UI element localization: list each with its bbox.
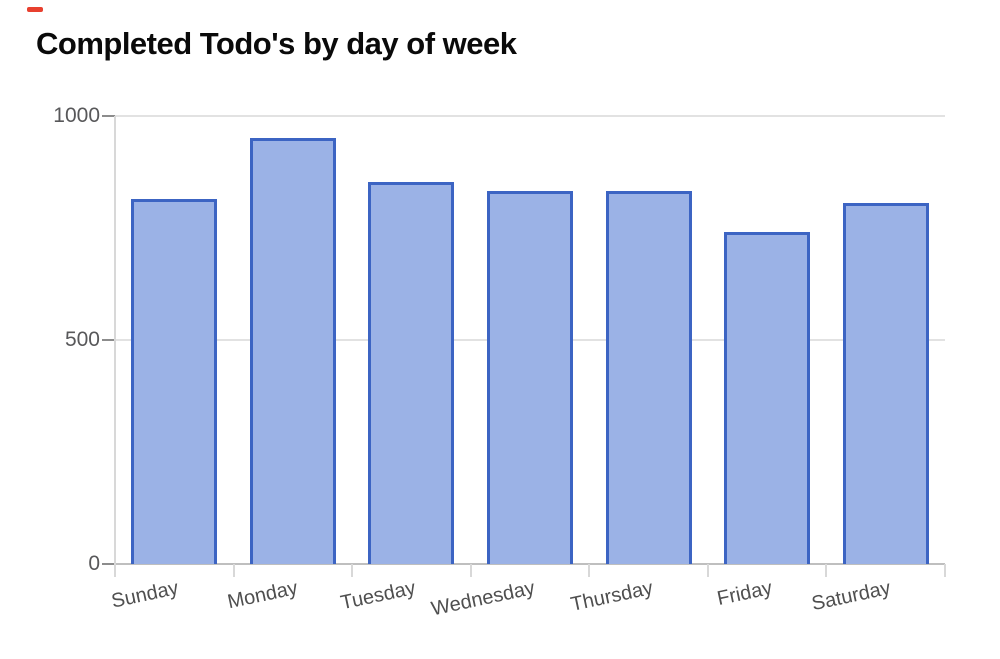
gridline-1000 [115, 115, 945, 117]
y-axis-tick-500 [102, 339, 115, 341]
x-axis-tick [944, 564, 946, 577]
bar-thursday [605, 190, 692, 564]
gridline-0 [115, 563, 945, 565]
y-axis-label-0: 0 [88, 552, 100, 575]
x-axis-label-tuesday: Tuesday [339, 577, 419, 615]
bar-saturday [842, 202, 929, 564]
chart-title: Completed Todo's by day of week [36, 26, 517, 61]
x-axis-tick [706, 564, 709, 577]
bar-friday [724, 232, 811, 564]
y-axis-label-1000: 1000 [53, 104, 100, 127]
red-mark [27, 7, 43, 12]
x-axis-label-monday: Monday [225, 577, 300, 614]
bar-sunday [131, 198, 218, 564]
y-axis-line [114, 116, 116, 564]
x-axis-label-saturday: Saturday [809, 577, 893, 616]
bar-wednesday [487, 191, 573, 564]
y-axis-tick-0 [102, 563, 115, 565]
x-axis-label-friday: Friday [714, 577, 774, 611]
y-axis-tick-1000 [102, 115, 115, 117]
x-axis-label-wednesday: Wednesday [429, 577, 537, 621]
x-axis-tick [232, 564, 235, 577]
x-axis-tick [469, 564, 472, 577]
x-axis-tick [351, 564, 354, 577]
y-axis-label-500: 500 [64, 328, 100, 351]
x-axis-tick [825, 564, 828, 577]
x-axis-tick [114, 564, 116, 577]
bar-tuesday [368, 181, 455, 564]
x-axis-tick [588, 564, 591, 577]
x-axis-label-sunday: Sunday [109, 577, 181, 613]
bar-monday [249, 138, 336, 564]
x-axis-label-thursday: Thursday [569, 577, 656, 616]
